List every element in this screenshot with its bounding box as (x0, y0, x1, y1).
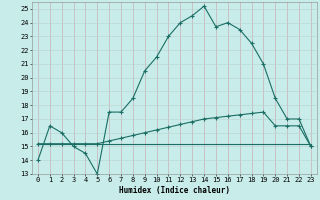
X-axis label: Humidex (Indice chaleur): Humidex (Indice chaleur) (119, 186, 230, 195)
